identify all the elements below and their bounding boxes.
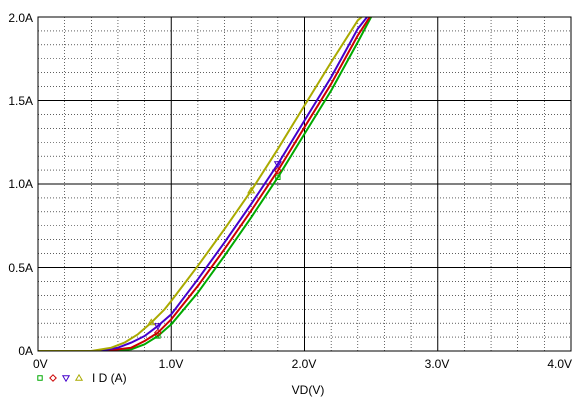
series-marker xyxy=(154,328,162,337)
y-tick-label: 0.5A xyxy=(8,261,33,275)
series-line xyxy=(38,17,363,351)
series-marker xyxy=(273,161,282,169)
plot-frame xyxy=(37,16,572,352)
series-marker xyxy=(147,318,156,326)
x-tick-label: 1.0V xyxy=(159,357,184,371)
legend-marker xyxy=(61,375,71,383)
legend: I D (A) xyxy=(37,371,127,385)
y-tick-labels: 0A 0.5A 1.0A 1.5A 2.0A xyxy=(8,11,33,358)
series-marker xyxy=(247,186,256,194)
x-axis-label: VD(V) xyxy=(292,383,325,397)
series-marker xyxy=(275,174,281,181)
y-tick-label: 1.5A xyxy=(8,94,33,108)
series-marker xyxy=(273,166,282,175)
y-tick-label: 1.0A xyxy=(8,177,33,191)
major-grid xyxy=(38,17,571,351)
y-tick-label: 2.0A xyxy=(8,11,33,25)
series-layer xyxy=(38,17,372,351)
x-tick-labels: 0V 1.0V 2.0V 3.0V 4.0V xyxy=(33,357,572,371)
x-tick-label: 0V xyxy=(33,357,48,371)
x-tick-label: 2.0V xyxy=(292,357,317,371)
legend-label: I D (A) xyxy=(92,371,127,385)
legend-marker xyxy=(49,374,57,382)
legend-marker xyxy=(37,375,43,381)
series-line xyxy=(38,17,368,351)
y-tick-label: 0A xyxy=(18,344,33,358)
x-tick-label: 3.0V xyxy=(425,357,450,371)
legend-markers xyxy=(37,373,84,383)
x-tick-label: 4.0V xyxy=(547,357,572,371)
legend-marker xyxy=(74,373,84,381)
series-marker xyxy=(155,333,161,339)
series-line xyxy=(38,17,371,351)
series-line xyxy=(38,17,372,351)
series-marker xyxy=(153,323,163,331)
minor-grid xyxy=(38,17,571,351)
